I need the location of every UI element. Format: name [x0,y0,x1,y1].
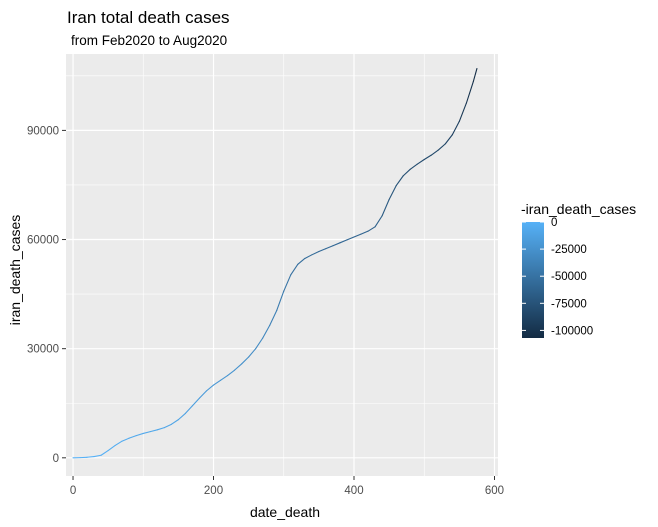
x-tick-label: 200 [204,485,223,497]
line-segment [156,427,165,431]
line-segment [198,390,208,399]
line-segment [402,168,411,177]
line-segment [255,337,264,350]
line-segment [465,80,474,104]
y-tick-label: 0 [53,453,59,465]
line-segment [170,419,179,425]
line-segment [430,149,439,156]
line-segment [451,120,460,136]
chart-title: Iran total death cases [67,8,230,27]
line-segment [304,254,313,260]
line-segment [276,290,285,312]
line-segment [248,348,257,358]
line-segment [121,437,130,442]
line-segment [191,397,201,407]
x-tick-label: 400 [344,485,363,497]
line-segment [227,369,236,377]
line-segment [184,405,193,414]
line-segment [142,431,151,434]
line-segment [472,68,478,82]
line-segment [423,154,432,161]
chart-subtitle: from Feb2020 to Aug2020 [71,33,227,48]
legend-tick-label: -75000 [551,298,587,310]
line-segment [100,449,109,456]
line-segment [458,102,467,122]
line-segment [360,230,369,235]
line-segment [135,432,144,437]
line-segment [416,158,425,165]
line-segment [262,324,271,339]
line-segment [241,356,250,365]
line-segment [332,242,341,247]
x-axis-title: date_death [250,504,320,520]
line-segment [177,412,186,421]
y-axis-title: iran_death_cases [7,215,23,326]
line-segment [395,175,404,187]
line-segment [212,379,222,386]
line-segment [311,250,320,256]
legend: -iran_death_cases 0 -25000 -50000 -75000 -10… [521,201,636,338]
line-segment [388,185,397,201]
line-segment [283,274,292,292]
y-tick-label: 90000 [27,125,59,137]
line-segment [437,143,446,151]
line-segment [381,198,390,217]
line-segment [339,239,348,244]
y-tick-label: 60000 [27,235,59,247]
y-tick-label: 30000 [27,344,59,356]
legend-tick-label: -25000 [551,244,587,256]
line-segment [318,248,327,253]
legend-colorbar [522,222,544,338]
line-segment [219,375,229,381]
plot-panel [66,54,498,476]
line-segment [86,455,95,458]
line-segment [346,236,355,241]
x-axis-ticks: 0 200 400 600 [70,476,504,497]
line-segment [93,454,102,458]
line-segment [290,263,299,276]
legend-ticks: 0 -25000 -50000 -75000 -100000 [522,217,593,337]
line-segment [234,363,243,371]
minor-gridlines [66,54,498,476]
line-segment [205,384,215,392]
x-tick-label: 0 [70,485,76,497]
line-segment [325,245,334,250]
legend-tick-label: -100000 [551,325,593,337]
legend-tick-label: 0 [551,217,557,229]
line-segment [367,226,376,232]
line-segment [444,134,453,145]
line-segment [297,257,306,265]
line-segment [149,429,158,433]
y-axis-ticks: 0 30000 60000 90000 [27,125,66,465]
legend-title: -iran_death_cases [521,201,636,217]
death-cases-line [72,68,478,459]
line-segment [114,440,123,446]
line-segment [128,435,137,439]
line-segment [163,423,172,429]
line-segment [409,163,418,170]
line-segment [353,233,362,238]
line-segment [107,444,116,452]
line-segment [374,215,383,228]
x-tick-label: 600 [485,485,504,497]
legend-tick-label: -50000 [551,271,587,283]
line-segment [269,309,278,326]
major-gridlines [66,54,498,476]
